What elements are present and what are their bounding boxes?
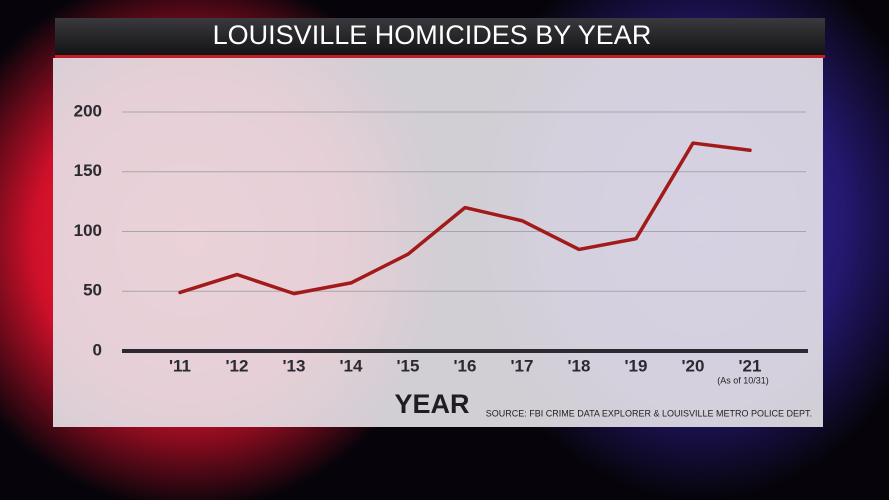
x-tick-label: '15 xyxy=(397,356,420,375)
y-tick-label: 150 xyxy=(74,161,102,180)
x-tick-label: '13 xyxy=(283,356,306,375)
y-tick-label: 100 xyxy=(74,221,102,240)
x-tick-label: '16 xyxy=(454,356,477,375)
y-tick-label: 200 xyxy=(74,101,102,120)
y-tick-label: 50 xyxy=(83,281,102,300)
x-tick-label: '18 xyxy=(568,356,591,375)
x-axis-label: YEAR xyxy=(394,389,469,419)
x-tick-label: '20 xyxy=(682,356,705,375)
x-tick-label: '17 xyxy=(511,356,534,375)
title-bar xyxy=(55,18,825,55)
title-stripe xyxy=(55,55,825,58)
x-tick-label: '14 xyxy=(340,356,363,375)
chart-panel xyxy=(53,58,823,427)
source-note: SOURCE: FBI CRIME DATA EXPLORER & LOUISV… xyxy=(486,408,812,418)
chart-title: LOUISVILLE HOMICIDES BY YEAR xyxy=(213,20,652,50)
data-line xyxy=(178,141,752,296)
x-tick-label: '21 xyxy=(739,356,762,375)
x-tick-label: '12 xyxy=(226,356,249,375)
x-tick-label: '11 xyxy=(169,356,191,375)
x-tick-label: '19 xyxy=(625,356,648,375)
y-tick-label: 0 xyxy=(93,340,102,359)
annotation: (As of 10/31) xyxy=(717,375,769,385)
